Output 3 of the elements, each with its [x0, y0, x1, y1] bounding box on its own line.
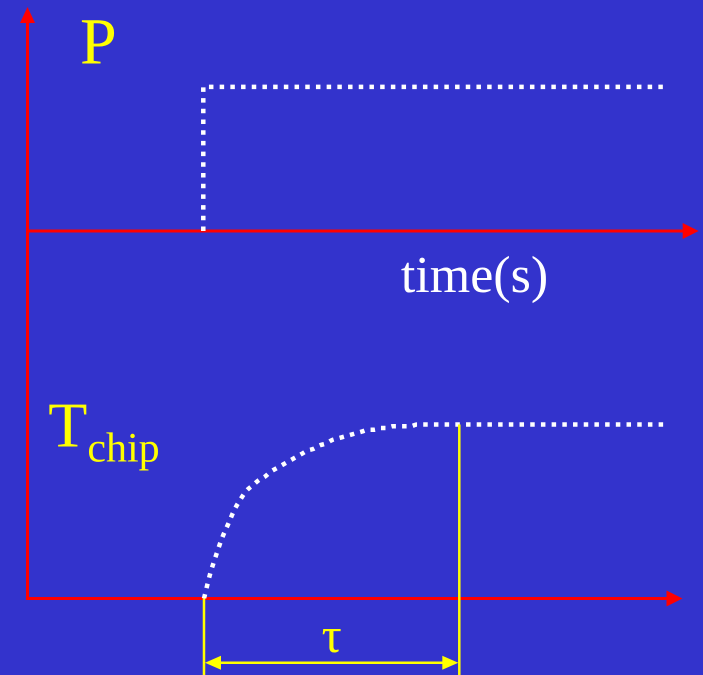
x-axis-title: time(s) — [400, 247, 548, 304]
y-axis-title: P — [80, 5, 117, 78]
text: τ — [322, 607, 342, 663]
